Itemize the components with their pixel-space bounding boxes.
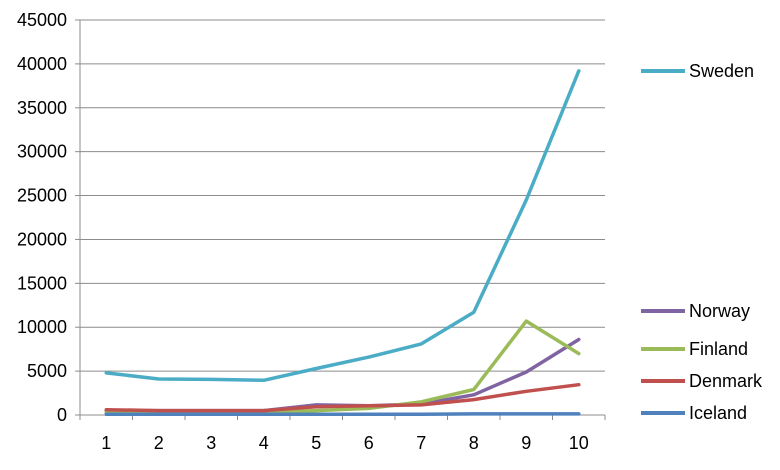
legend-label-iceland: Iceland [689,403,747,423]
x-tick-label: 3 [206,433,216,453]
y-tick-label: 5000 [27,361,67,381]
series-line-sweden [104,69,581,383]
y-tick-label: 0 [57,405,67,425]
y-tick-label: 20000 [17,229,67,249]
legend-label-denmark: Denmark [689,371,763,391]
y-tick-label: 25000 [17,186,67,206]
x-tick-label: 8 [469,433,479,453]
x-tick-label: 10 [569,433,589,453]
y-tick-label: 15000 [17,273,67,293]
axes [75,19,606,420]
x-tick-label: 2 [154,433,164,453]
series-line-norway [104,337,581,413]
legend-label-norway: Norway [689,301,750,321]
x-tick-labels: 1 2 3 4 5 6 7 8 9 10 [101,433,589,453]
legend: Sweden Norway Finland Denmark Iceland [641,61,763,423]
x-tick-label: 4 [259,433,269,453]
y-tick-label: 10000 [17,317,67,337]
y-tick-label: 30000 [17,142,67,162]
x-tick-label: 6 [364,433,374,453]
y-tick-label: 40000 [17,54,67,74]
series-line-finland [104,319,581,415]
y-tick-label: 35000 [17,98,67,118]
series-lines [104,69,581,417]
legend-label-sweden: Sweden [689,61,754,81]
y-tick-labels: 0 5000 10000 15000 20000 25000 30000 35000 40000… [17,10,67,425]
x-tick-label: 1 [101,433,111,453]
x-tick-label: 9 [521,433,531,453]
series-line-denmark [104,382,581,413]
x-tick-label: 5 [311,433,321,453]
gridlines [80,19,605,372]
y-tick-label: 45000 [17,10,67,30]
x-tick-label: 7 [416,433,426,453]
legend-label-finland: Finland [689,339,748,359]
